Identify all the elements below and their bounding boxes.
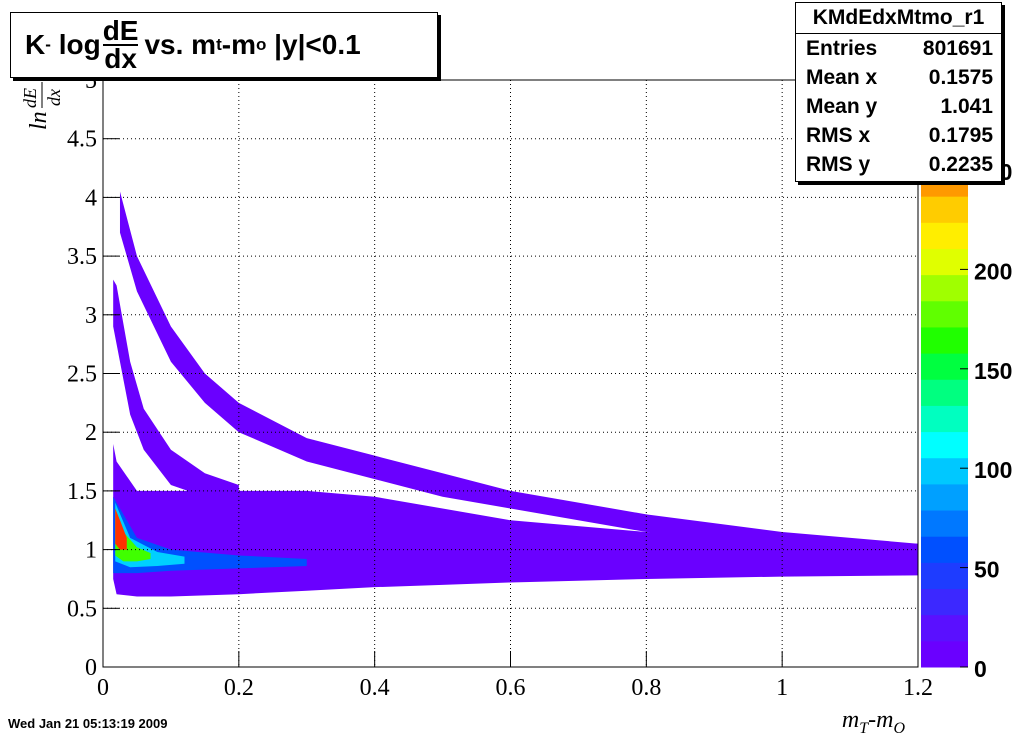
stats-row: RMS y 0.2235	[796, 150, 1001, 179]
stats-value: 0.2235	[928, 153, 993, 176]
y-tick-label: 4	[85, 185, 97, 211]
stats-label: Mean y	[806, 95, 878, 118]
x-tick-label: 1.2	[903, 675, 933, 701]
palette-cell	[921, 222, 968, 249]
stats-label: RMS y	[806, 153, 871, 176]
title-num: dE	[102, 15, 139, 46]
title-charge: -	[45, 35, 51, 54]
palette-cell	[921, 640, 968, 668]
y-tick-label: 3	[85, 303, 97, 329]
plot-frame	[102, 79, 919, 668]
stats-row: Entries 801691	[796, 34, 1001, 63]
title-cut: |y|<0.1	[274, 29, 361, 60]
stats-name: KMdEdxMtmo_r1	[796, 3, 1001, 34]
x-axis-title-part: m	[842, 707, 859, 733]
z-tick-label: 50	[974, 557, 1000, 583]
title-frac: dE dx	[102, 15, 139, 74]
palette-cell	[921, 353, 968, 380]
palette-cell	[921, 379, 968, 406]
y-axis-title-num: dE	[20, 88, 40, 108]
timestamp: Wed Jan 21 05:13:19 2009	[8, 716, 168, 731]
palette-cell	[921, 300, 968, 328]
stats-value: 0.1575	[928, 66, 993, 89]
y-tick-label: 0	[85, 655, 97, 681]
y-axis-title-ln: ln	[26, 111, 52, 130]
x-tick-label: 1	[776, 675, 788, 701]
y-tick-label: 3.5	[67, 244, 97, 270]
x-axis-title-part: -m	[868, 707, 893, 733]
palette-cell	[921, 274, 968, 302]
x-tick-label: 0.2	[224, 675, 254, 701]
palette-cell	[921, 614, 968, 642]
y-tick-label: 4.5	[67, 127, 97, 153]
z-tick-label: 200	[974, 258, 1012, 284]
density-band	[113, 443, 918, 597]
palette-cell	[921, 588, 968, 616]
title-den: dx	[104, 43, 137, 74]
palette-cell	[921, 510, 968, 537]
y-tick-label: 1.5	[67, 479, 97, 505]
palette-cell	[921, 562, 968, 590]
stats-value: 0.1795	[928, 124, 993, 147]
y-tick-label: 2.5	[67, 362, 97, 388]
title-sub1: t	[216, 35, 222, 54]
stats-label: RMS x	[806, 124, 871, 147]
title-vs: vs. m	[144, 29, 217, 60]
x-axis-title-part: T	[859, 720, 869, 737]
x-tick-label: 0	[97, 675, 109, 701]
title-box: K- log dE dx vs. m t -m o |y|<0.1	[10, 12, 438, 78]
y-axis-title-den: dx	[44, 89, 64, 106]
title-minus: -m	[221, 29, 256, 60]
z-tick-label: 100	[974, 457, 1012, 483]
title-log: log	[58, 29, 101, 60]
y-axis-title: ln dE dx	[20, 82, 64, 130]
density-band	[119, 191, 918, 556]
y-tick-label: 2	[85, 420, 97, 446]
palette-cell	[921, 457, 968, 485]
density-band	[115, 508, 127, 550]
stats-value: 801691	[922, 37, 993, 60]
x-tick-label: 0.8	[631, 675, 661, 701]
x-axis-title: mT-mO	[842, 707, 906, 737]
palette-cell	[921, 483, 968, 511]
stats-row: Mean y 1.041	[796, 92, 1001, 121]
z-tick-label: 150	[974, 358, 1012, 384]
y-tick-label: 0.5	[67, 596, 97, 622]
x-tick-label: 0.6	[496, 675, 526, 701]
stats-row: RMS x 0.1795	[796, 121, 1001, 150]
palette-cell	[921, 536, 968, 563]
x-tick-label: 0.4	[360, 675, 390, 701]
stats-value: 1.041	[940, 95, 993, 118]
stats-label: Mean x	[806, 66, 878, 89]
palette-cell	[921, 405, 968, 433]
z-tick-label: 0	[974, 656, 987, 682]
stats-row: Mean x 0.1575	[796, 63, 1001, 92]
palette-cell	[921, 326, 968, 354]
x-axis-title-part: O	[893, 720, 905, 737]
palette-cell	[921, 431, 968, 459]
stats-label: Entries	[806, 37, 878, 60]
stats-box: KMdEdxMtmo_r1 Entries 801691 Mean x 0.1575 Me…	[795, 2, 1002, 182]
palette-cell	[921, 196, 968, 223]
y-tick-label: 1	[85, 538, 97, 564]
palette-cell	[921, 248, 968, 276]
density-band	[113, 279, 239, 503]
title-sub2: o	[255, 35, 267, 54]
title-particle: K	[25, 29, 46, 60]
